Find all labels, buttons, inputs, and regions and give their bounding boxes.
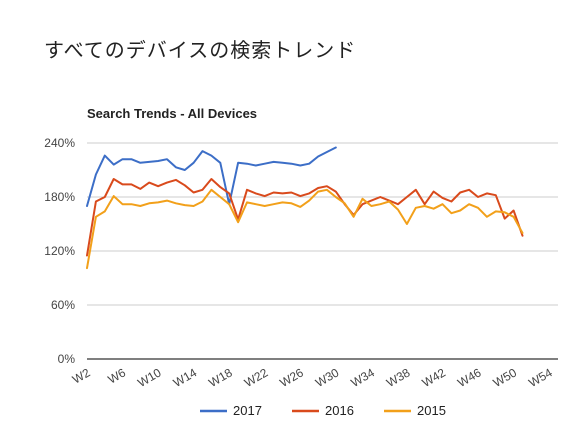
series-line-2015 (86, 188, 524, 270)
x-tick-label: W10 (135, 365, 164, 390)
legend-item-2016: 2016 (292, 403, 354, 418)
x-tick-label: W34 (348, 365, 377, 390)
legend-label: 2016 (325, 403, 354, 418)
x-tick-label: W38 (384, 365, 413, 390)
page-heading: すべてのデバイスの検索トレンド (44, 38, 357, 62)
x-tick-label: W50 (491, 365, 520, 390)
series-line-2016 (86, 178, 524, 257)
series-2016 (86, 178, 524, 257)
x-tick-label: W42 (420, 365, 449, 390)
series-2017 (86, 146, 337, 207)
y-tick-label: 240% (44, 136, 75, 150)
x-tick-label: W26 (277, 365, 306, 390)
legend-item-2017: 2017 (200, 403, 262, 418)
series-line-2017 (86, 146, 337, 207)
series-2015 (86, 188, 524, 270)
y-tick-label: 180% (44, 190, 75, 204)
chart-title: Search Trends - All Devices (87, 106, 257, 121)
legend-label: 2015 (417, 403, 446, 418)
legend-label: 2017 (233, 403, 262, 418)
legend-item-2015: 2015 (384, 403, 446, 418)
x-tick-label: W54 (526, 365, 555, 390)
y-tick-label: 120% (44, 244, 75, 258)
x-tick-label: W6 (105, 365, 128, 386)
x-tick-label: W30 (313, 365, 342, 390)
x-tick-label: W14 (171, 365, 200, 390)
y-tick-label: 0% (58, 352, 76, 366)
y-tick-label: 60% (51, 298, 75, 312)
x-tick-label: W18 (206, 365, 235, 390)
x-tick-label: W2 (70, 365, 93, 386)
x-tick-label: W46 (455, 365, 484, 390)
x-tick-label: W22 (242, 365, 271, 390)
